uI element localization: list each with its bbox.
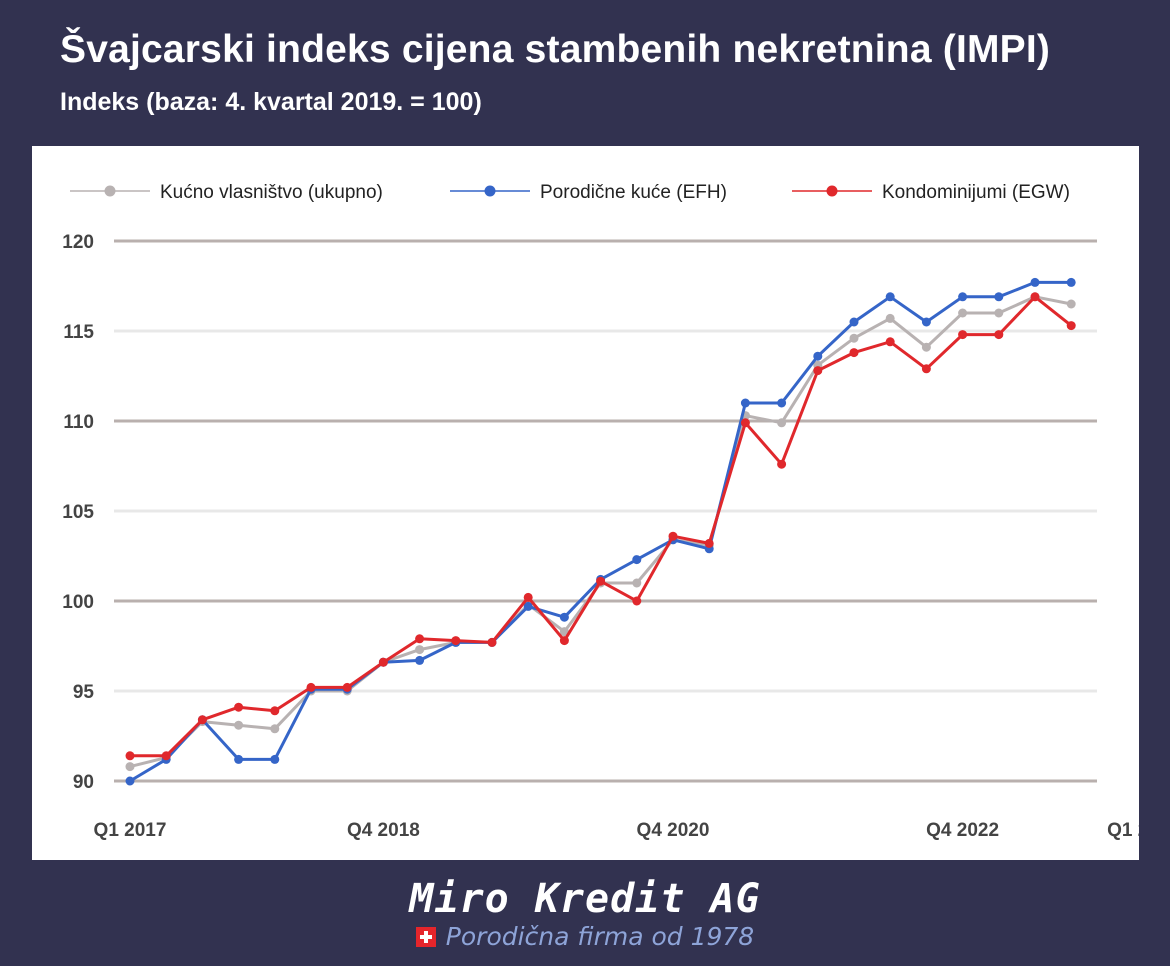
y-tick-label-110: 110 <box>63 412 94 433</box>
series-3-point-27 <box>1066 321 1076 331</box>
series-3-point-9 <box>415 634 425 644</box>
x-tick-label-q4-2022: Q4 2022 <box>926 820 999 841</box>
series-2-point-9 <box>415 655 425 665</box>
swiss-flag-icon <box>415 926 436 947</box>
series-1-point-24 <box>958 308 968 318</box>
y-tick-label-115: 115 <box>63 322 94 343</box>
series-2-point-19 <box>777 398 787 408</box>
series-3-point-13 <box>559 636 569 646</box>
series-2-point-12 <box>523 601 533 611</box>
series-3-point-12 <box>523 592 533 602</box>
chart-title: Švajcarski indeks cijena stambenih nekre… <box>60 28 1051 71</box>
series-2-point-5 <box>270 754 280 764</box>
series-3-point-21 <box>849 348 859 358</box>
series-2-point-13 <box>559 612 569 622</box>
x-tick-label-q4-2018: Q4 2018 <box>347 820 420 841</box>
legend-label-1: Kućno vlasništvo (ukupno) <box>160 182 383 203</box>
legend-label-2: Porodične kuće (EFH) <box>540 182 727 203</box>
series-2-point-26 <box>1030 277 1040 287</box>
series-3-point-4 <box>234 702 244 712</box>
series-3-point-25 <box>994 330 1004 340</box>
series-1-point-15 <box>632 578 642 588</box>
series-2-point-18 <box>740 398 750 408</box>
series-3-point-1 <box>125 751 135 761</box>
series-3-point-18 <box>740 418 750 428</box>
series-3-point-22 <box>885 337 895 347</box>
x-tick-label-q1-2024: Q1 2024 <box>1107 820 1139 841</box>
series-1-point-1 <box>125 762 135 772</box>
series-2-point-20 <box>813 351 823 361</box>
y-tick-label-95: 95 <box>73 682 95 703</box>
y-tick-label-100: 100 <box>62 592 94 613</box>
series-line-3 <box>130 295 1073 758</box>
legend-marker-1 <box>104 185 116 197</box>
series-1-point-4 <box>234 720 244 730</box>
series-1-point-27 <box>1066 299 1076 309</box>
series-3-point-20 <box>813 366 823 376</box>
series-3-point-6 <box>306 682 316 692</box>
series-3-point-24 <box>958 330 968 340</box>
series-3-point-5 <box>270 706 280 716</box>
series-3-point-16 <box>668 531 678 541</box>
series-3-point-8 <box>378 657 388 667</box>
brand-tagline: Porodična firma od 1978 <box>0 922 1170 951</box>
y-tick-label-120: 120 <box>62 232 94 253</box>
series-1-point-23 <box>921 342 931 352</box>
series-2-point-23 <box>921 317 931 327</box>
series-1-point-22 <box>885 313 895 323</box>
series-3-point-7 <box>342 682 352 692</box>
series-2-point-15 <box>632 555 642 565</box>
chart-subtitle: Indeks (baza: 4. kvartal 2019. = 100) <box>60 88 482 116</box>
x-tick-label-q4-2020: Q4 2020 <box>637 820 710 841</box>
brand-logo: Miro Kredit AG <box>409 876 761 922</box>
legend-marker-3 <box>826 185 838 197</box>
series-1-point-13 <box>559 627 569 637</box>
series-3-point-10 <box>451 636 461 646</box>
series-3-point-19 <box>777 459 787 469</box>
series-3-point-11 <box>487 637 497 647</box>
series-3-point-2 <box>161 751 171 761</box>
x-tick-label-q1-2017: Q1 2017 <box>94 820 167 841</box>
series-3-point-17 <box>704 538 714 548</box>
series-1-point-19 <box>777 418 787 428</box>
series-2-point-4 <box>234 754 244 764</box>
series-1-point-9 <box>415 645 425 655</box>
series-2-point-24 <box>958 292 968 302</box>
series-line-2 <box>129 280 1072 783</box>
y-tick-label-90: 90 <box>73 772 94 793</box>
series-1-point-5 <box>270 724 280 734</box>
y-tick-label-105: 105 <box>62 502 94 523</box>
series-2-point-25 <box>994 292 1004 302</box>
line-chart: 90 95 100 105 110 115 120 Q1 2017 Q4 2018 Q4 2020… <box>62 182 1139 841</box>
series-2-point-1 <box>125 776 135 786</box>
series-3-point-3 <box>197 715 207 725</box>
series-2-point-21 <box>849 317 859 327</box>
series-1-point-21 <box>849 333 859 343</box>
series-2-point-22 <box>885 292 895 302</box>
tagline-text: Porodična firma od 1978 <box>445 922 755 951</box>
series-3-point-26 <box>1030 292 1040 302</box>
legend-label-3: Kondominijumi (EGW) <box>882 182 1070 203</box>
legend-marker-2 <box>484 185 496 197</box>
series-3-point-15 <box>632 596 642 606</box>
chart-panel: 90 95 100 105 110 115 120 Q1 2017 Q4 2018 Q4 2020… <box>32 146 1139 860</box>
series-1-point-25 <box>994 308 1004 318</box>
series-2-point-27 <box>1066 277 1076 287</box>
series-3-point-14 <box>596 576 606 586</box>
series-3-point-23 <box>921 364 931 374</box>
